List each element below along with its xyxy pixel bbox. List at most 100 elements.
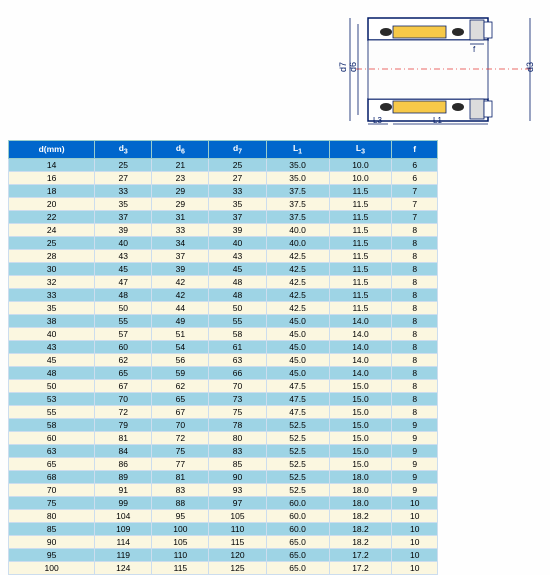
table-cell: 43 <box>9 340 95 353</box>
table-cell: 50 <box>9 379 95 392</box>
table-row: 6889819052.518.09 <box>9 470 438 483</box>
table-cell: 52.5 <box>266 483 329 496</box>
table-cell: 10 <box>392 509 438 522</box>
table-row: 1425212535.010.06 <box>9 158 438 171</box>
label-L1: L1 <box>433 116 442 125</box>
table-cell: 100 <box>152 522 209 535</box>
table-cell: 8 <box>392 379 438 392</box>
table-cell: 40 <box>95 236 152 249</box>
table-cell: 35 <box>9 301 95 314</box>
table-cell: 28 <box>9 249 95 262</box>
table-cell: 9 <box>392 470 438 483</box>
table-cell: 66 <box>209 366 266 379</box>
table-cell: 120 <box>209 548 266 561</box>
table-row: 9511911012065.017.210 <box>9 548 438 561</box>
table-cell: 100 <box>9 561 95 574</box>
table-row: 3348424842.511.58 <box>9 288 438 301</box>
label-d6: d6 <box>348 62 358 72</box>
table-cell: 93 <box>209 483 266 496</box>
table-cell: 7 <box>392 184 438 197</box>
table-cell: 60.0 <box>266 509 329 522</box>
col-header: L1 <box>266 141 329 159</box>
table-cell: 32 <box>9 275 95 288</box>
table-row: 8510910011060.018.210 <box>9 522 438 535</box>
table-cell: 67 <box>95 379 152 392</box>
table-row: 7599889760.018.010 <box>9 496 438 509</box>
table-row: 801049510560.018.210 <box>9 509 438 522</box>
table-cell: 29 <box>152 197 209 210</box>
table-cell: 35 <box>209 197 266 210</box>
table-cell: 45 <box>95 262 152 275</box>
table-cell: 110 <box>152 548 209 561</box>
table-cell: 18.2 <box>329 535 392 548</box>
table-cell: 110 <box>209 522 266 535</box>
table-cell: 10.0 <box>329 171 392 184</box>
table-cell: 39 <box>95 223 152 236</box>
table-cell: 89 <box>95 470 152 483</box>
table-cell: 16 <box>9 171 95 184</box>
table-cell: 22 <box>9 210 95 223</box>
table-cell: 10.0 <box>329 158 392 171</box>
table-cell: 40.0 <box>266 236 329 249</box>
table-cell: 38 <box>9 314 95 327</box>
table-cell: 11.5 <box>329 262 392 275</box>
table-cell: 97 <box>209 496 266 509</box>
table-cell: 11.5 <box>329 210 392 223</box>
table-cell: 18.0 <box>329 470 392 483</box>
table-row: 4865596645.014.08 <box>9 366 438 379</box>
table-cell: 115 <box>209 535 266 548</box>
table-cell: 11.5 <box>329 236 392 249</box>
table-cell: 109 <box>95 522 152 535</box>
table-cell: 65 <box>9 457 95 470</box>
table-cell: 10 <box>392 561 438 574</box>
table-cell: 52.5 <box>266 444 329 457</box>
table-cell: 37 <box>95 210 152 223</box>
table-cell: 45.0 <box>266 366 329 379</box>
table-row: 3247424842.511.58 <box>9 275 438 288</box>
table-cell: 15.0 <box>329 418 392 431</box>
table-cell: 70 <box>209 379 266 392</box>
table-cell: 8 <box>392 262 438 275</box>
table-cell: 37 <box>152 249 209 262</box>
table-cell: 45 <box>9 353 95 366</box>
table-row: 3855495545.014.08 <box>9 314 438 327</box>
table-cell: 90 <box>9 535 95 548</box>
table-cell: 9 <box>392 418 438 431</box>
table-cell: 14.0 <box>329 340 392 353</box>
table-cell: 14.0 <box>329 327 392 340</box>
table-cell: 55 <box>9 405 95 418</box>
table-cell: 68 <box>9 470 95 483</box>
table-cell: 57 <box>95 327 152 340</box>
table-cell: 67 <box>152 405 209 418</box>
table-cell: 8 <box>392 392 438 405</box>
table-cell: 11.5 <box>329 184 392 197</box>
table-cell: 31 <box>152 210 209 223</box>
table-cell: 42.5 <box>266 249 329 262</box>
table-cell: 8 <box>392 405 438 418</box>
table-cell: 53 <box>9 392 95 405</box>
table-cell: 11.5 <box>329 275 392 288</box>
label-d7: d7 <box>338 62 348 72</box>
table-cell: 81 <box>152 470 209 483</box>
table-cell: 33 <box>95 184 152 197</box>
table-cell: 52.5 <box>266 457 329 470</box>
table-cell: 72 <box>152 431 209 444</box>
table-cell: 75 <box>209 405 266 418</box>
table-row: 4057515845.014.08 <box>9 327 438 340</box>
table-cell: 48 <box>209 275 266 288</box>
table-row: 1627232735.010.06 <box>9 171 438 184</box>
table-cell: 60 <box>9 431 95 444</box>
table-cell: 11.5 <box>329 249 392 262</box>
table-cell: 124 <box>95 561 152 574</box>
table-cell: 84 <box>95 444 152 457</box>
table-cell: 105 <box>152 535 209 548</box>
table-cell: 125 <box>209 561 266 574</box>
table-cell: 42 <box>152 288 209 301</box>
table-cell: 47.5 <box>266 379 329 392</box>
table-cell: 43 <box>95 249 152 262</box>
table-cell: 9 <box>392 483 438 496</box>
table-cell: 58 <box>209 327 266 340</box>
table-cell: 10 <box>392 496 438 509</box>
table-cell: 24 <box>9 223 95 236</box>
table-row: 5370657347.515.08 <box>9 392 438 405</box>
